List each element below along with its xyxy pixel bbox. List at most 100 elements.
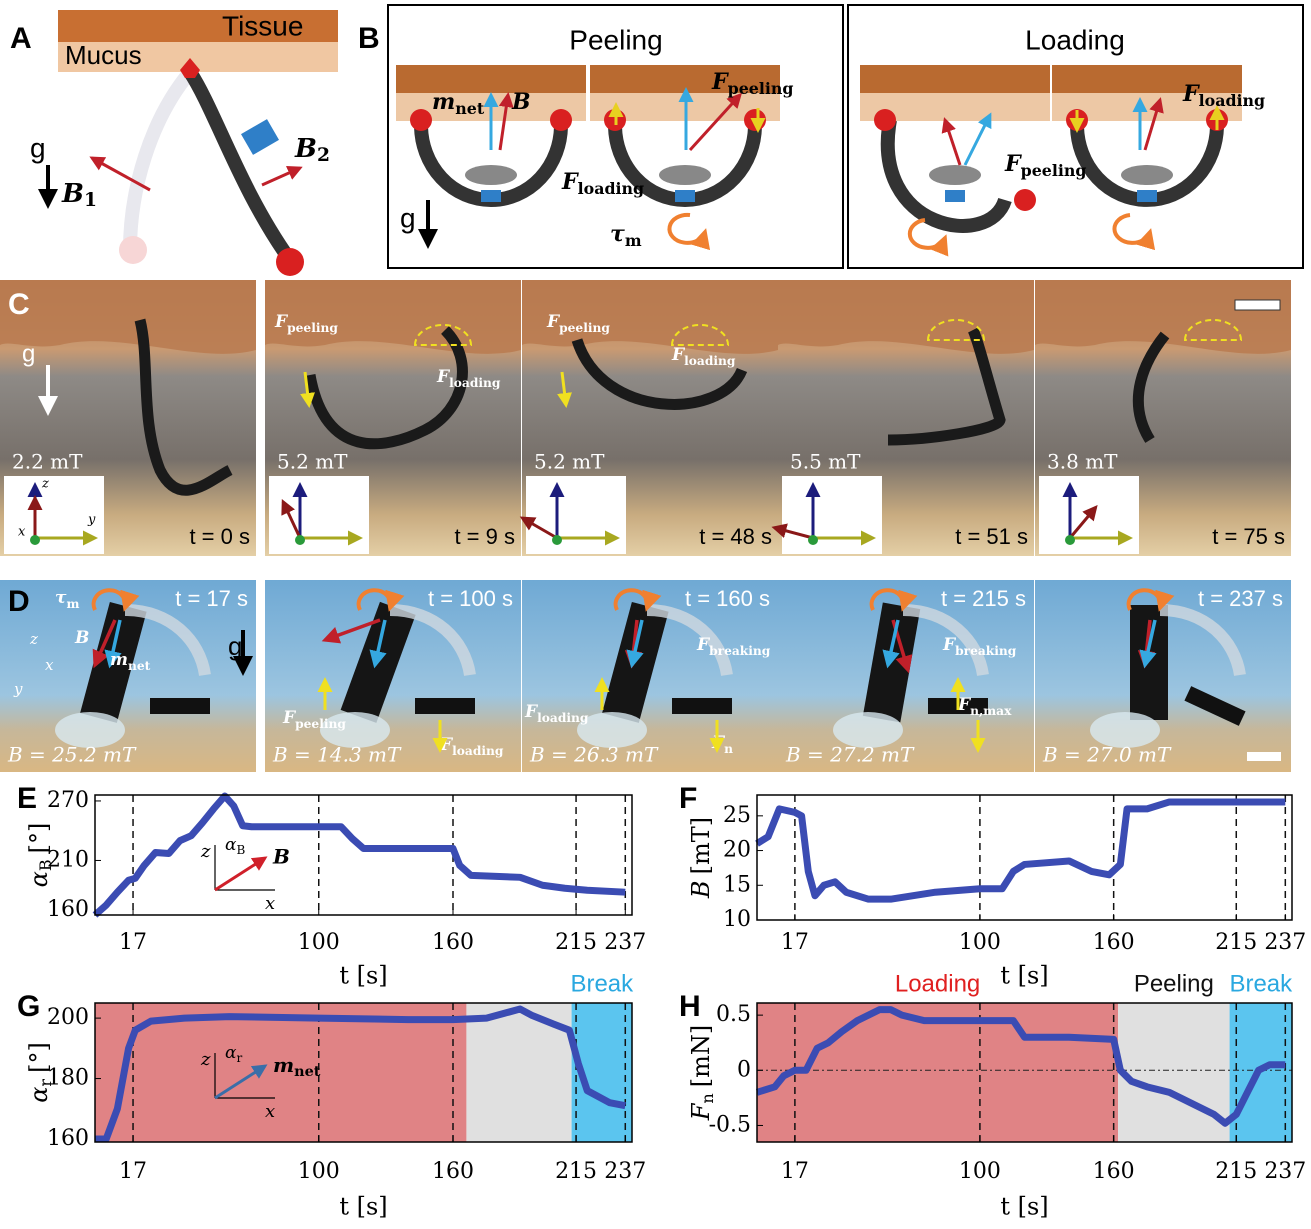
time: t = 75 s xyxy=(1212,524,1285,549)
label: g xyxy=(30,132,46,163)
region-label: Loading xyxy=(895,970,980,997)
x-tick-label: 17 xyxy=(781,1159,809,1184)
tissue xyxy=(396,65,586,93)
magnet-disk xyxy=(465,165,517,185)
gripper xyxy=(1014,189,1036,211)
arrow xyxy=(965,115,990,165)
robot xyxy=(1077,125,1217,200)
axis-origin xyxy=(552,535,562,545)
subscript: net xyxy=(294,1063,321,1080)
subscript: peeling xyxy=(1021,161,1087,180)
tissue xyxy=(265,280,521,354)
subscript: B xyxy=(36,859,55,871)
symbol: B xyxy=(294,134,317,164)
magnet-disk xyxy=(1121,165,1173,185)
symbol: B xyxy=(687,880,715,899)
field-value: B = 25.2 mT xyxy=(7,743,137,767)
axis-label: y xyxy=(13,680,23,698)
x-tick-label: 160 xyxy=(432,1159,474,1184)
magnet-disk xyxy=(659,165,711,185)
plot-frame xyxy=(95,795,632,915)
y-tick-label: 25 xyxy=(723,803,751,828)
label: Loading xyxy=(1025,24,1125,55)
x-tick-label: 215 xyxy=(1215,1159,1257,1184)
subscript: n xyxy=(698,1093,717,1103)
time: t = 51 s xyxy=(955,524,1028,549)
y-axis-label: αr[°] xyxy=(25,1042,55,1103)
time: t = 100 s xyxy=(428,586,513,611)
inset-label: B xyxy=(272,845,290,869)
time: t = 9 s xyxy=(454,524,515,549)
symbol: F xyxy=(1182,81,1200,107)
tissue xyxy=(522,280,778,354)
photo-frame: 2.2 mTt = 0 s xyxy=(0,280,256,556)
tissue xyxy=(778,280,1034,354)
inset-label: z xyxy=(200,1049,211,1070)
magnet xyxy=(675,190,695,202)
y-tick-label: 0.5 xyxy=(716,1002,751,1027)
subscript: loading xyxy=(449,376,501,390)
y-tick-label: 160 xyxy=(47,1126,89,1151)
panel-letter: G xyxy=(17,990,40,1023)
symbol-label: B1 xyxy=(61,179,97,211)
panel-letter: F xyxy=(679,782,697,815)
axis-origin xyxy=(295,535,305,545)
gripper xyxy=(550,109,572,131)
label: g xyxy=(400,202,416,233)
inset-label: z xyxy=(200,841,211,862)
subscript: loading xyxy=(1199,91,1265,110)
x-tick-label: 100 xyxy=(298,930,340,955)
subscript: breaking xyxy=(709,644,771,658)
inset xyxy=(782,476,882,554)
x-tick-label: 215 xyxy=(555,930,597,955)
subscript: breaking xyxy=(955,644,1017,658)
unit: [mN] xyxy=(687,1025,715,1087)
panel-letter: E xyxy=(17,782,37,815)
magnet xyxy=(481,190,501,202)
photo-frame: 5.2 mTt = 9 sFpeelingFloading xyxy=(265,280,521,556)
arrow xyxy=(945,120,960,165)
gripper xyxy=(874,109,896,131)
inset-label: αB xyxy=(225,835,245,857)
subscript: net xyxy=(128,659,151,673)
axis-label: x xyxy=(45,656,54,674)
field-value: B = 27.0 mT xyxy=(1042,743,1172,767)
axis-origin xyxy=(1065,535,1075,545)
subscript: peeling xyxy=(295,717,346,731)
axis-label: y xyxy=(87,513,96,528)
gripper xyxy=(744,109,766,131)
symbol: F xyxy=(1004,151,1022,177)
panel-letter: C xyxy=(8,288,30,321)
subscript: n xyxy=(724,742,733,756)
symbol: F xyxy=(711,69,729,95)
magnet xyxy=(241,119,279,155)
y-tick-label: 200 xyxy=(47,1005,89,1030)
x-tick-label: 160 xyxy=(1093,1159,1135,1184)
photo-frame: 3.8 mTt = 75 s xyxy=(1035,280,1291,556)
y-axis-label: Fn [mN] xyxy=(687,1025,717,1121)
magnet-disk xyxy=(929,165,981,185)
x-axis-label: t [s] xyxy=(339,1193,387,1221)
field-value: B = 14.3 mT xyxy=(272,743,402,767)
subscript: m xyxy=(625,231,642,250)
subscript: peeling xyxy=(559,321,610,335)
subscript: n,max xyxy=(970,704,1012,718)
subscript: peeling xyxy=(287,321,338,335)
symbol-label: τm xyxy=(610,221,642,250)
x-tick-label: 17 xyxy=(119,1159,147,1184)
unit: [mT] xyxy=(687,817,715,875)
symbol: α xyxy=(225,1043,237,1063)
gripper xyxy=(410,109,432,131)
symbol: F xyxy=(687,1102,715,1121)
y-tick-label: 160 xyxy=(47,897,89,922)
x-tick-label: 100 xyxy=(298,1159,340,1184)
panel-letter: H xyxy=(679,990,701,1023)
photo-frame: t = 160 sB = 26.3 mTFbreakingFloadingFn xyxy=(522,580,778,772)
time: t = 215 s xyxy=(941,586,1026,611)
x-tick-label: 215 xyxy=(1215,930,1257,955)
subscript: 2 xyxy=(317,144,330,166)
photo-frame: t = 215 sB = 27.2 mTFbreakingFn,max xyxy=(778,580,1034,772)
label: g xyxy=(22,340,35,367)
magnet-disk xyxy=(150,698,210,714)
symbol-label: Fpeeling xyxy=(1004,151,1086,180)
